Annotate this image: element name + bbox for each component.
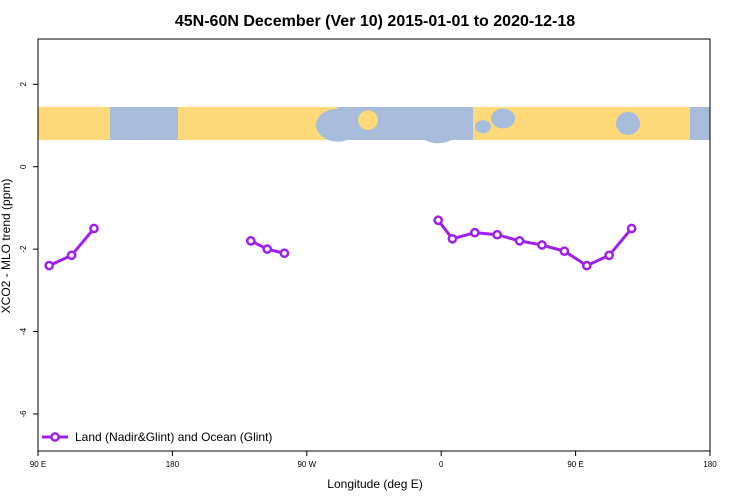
data-point: [492, 229, 503, 240]
plot-border: [37, 38, 711, 452]
x-tick-label: 90 E: [567, 460, 583, 469]
map-band-coast: [358, 110, 378, 131]
data-point: [559, 246, 570, 257]
y-tick-label: -2: [19, 245, 28, 253]
series-line: [437, 219, 633, 268]
data-point: [44, 260, 55, 271]
data-point: [626, 223, 637, 234]
data-point: [245, 236, 256, 246]
legend-label: Land (Nadir&Glint) and Ocean (Glint): [75, 430, 272, 444]
data-point: [262, 244, 273, 254]
x-axis-label: Longitude (deg E): [327, 477, 422, 491]
map-band-coast: [491, 108, 515, 129]
map-band-land: [38, 106, 110, 140]
x-tick-label: 0: [439, 460, 444, 469]
map-band-coast: [316, 108, 360, 142]
y-tick-label: 2: [19, 82, 28, 87]
data-point: [514, 236, 525, 246]
data-point: [604, 250, 615, 261]
data-point: [279, 248, 290, 259]
map-band-coast: [124, 110, 152, 140]
data-point: [66, 250, 77, 261]
x-tick-label: 180: [166, 460, 180, 469]
data-point: [447, 233, 458, 244]
x-tick-label: 90 E: [30, 460, 46, 469]
y-axis-label: XCO2 - MLO trend (ppm): [0, 179, 13, 314]
map-band-coast: [663, 116, 683, 140]
data-point: [433, 215, 444, 226]
y-tick-label: -6: [19, 410, 28, 418]
map-band-coast: [690, 106, 706, 137]
map-band-coast: [475, 120, 491, 134]
plot-area: 90 E 180 90 W 0 90 E 180 2 0 -2 -4 -6 Land (Nadir&G…: [19, 38, 717, 469]
data-point: [537, 240, 547, 250]
y-tick-label: -4: [19, 327, 28, 335]
map-band-coast: [616, 111, 640, 135]
chart-title: 45N-60N December (Ver 10) 2015-01-01 to …: [175, 13, 575, 30]
map-band-coast: [225, 106, 261, 137]
x-tick-label: 180: [703, 460, 717, 469]
map-band-coast: [418, 116, 458, 144]
y-tick-label: 0: [19, 164, 28, 169]
data-point: [581, 260, 592, 271]
x-tick-label: 90 W: [297, 460, 316, 469]
data-point: [469, 227, 480, 238]
data-point: [89, 223, 99, 234]
map-band-coast: [183, 108, 203, 126]
legend-marker: [50, 432, 60, 442]
